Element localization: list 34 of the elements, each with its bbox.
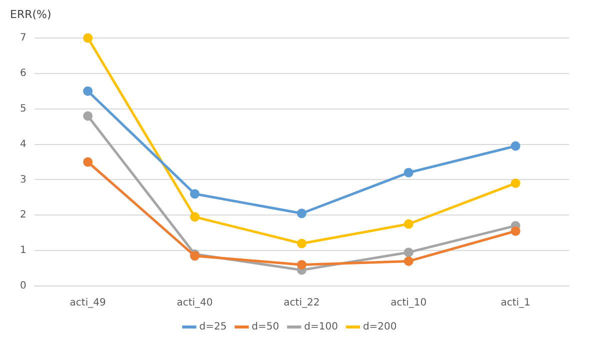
y-tick-label: 0	[20, 280, 26, 292]
legend-label: d=25	[199, 322, 227, 333]
point	[404, 256, 414, 266]
point	[404, 219, 414, 229]
x-tick-label: acti_10	[390, 298, 427, 309]
y-tick-label: 2	[20, 210, 26, 221]
y-tick-label: 5	[20, 103, 26, 114]
point	[404, 168, 414, 178]
legend-label: d=100	[304, 322, 338, 333]
point	[83, 86, 93, 96]
legend-label: d=50	[252, 322, 280, 333]
point	[190, 189, 200, 199]
x-tick-label: acti_49	[70, 298, 106, 309]
y-tick-label: 3	[20, 174, 26, 186]
y-tick-label: 7	[20, 32, 26, 44]
x-tick-label: acti_40	[176, 298, 213, 309]
point	[510, 226, 520, 236]
x-tick-label: acti_22	[284, 298, 320, 309]
point	[296, 260, 306, 270]
y-tick-label: 4	[20, 138, 26, 150]
point	[510, 178, 520, 188]
y-axis-title: ERR(%)	[9, 8, 52, 23]
point	[83, 33, 93, 43]
point	[404, 248, 414, 258]
legend-label: d=200	[362, 322, 397, 333]
point	[296, 208, 306, 218]
y-tick-label: 1	[20, 245, 26, 256]
point	[510, 141, 520, 151]
x-tick-label: acti_1	[500, 298, 530, 309]
y-tick-label: 6	[20, 68, 26, 80]
point	[83, 157, 93, 167]
point	[190, 212, 200, 222]
point	[296, 238, 306, 248]
point	[83, 111, 93, 121]
